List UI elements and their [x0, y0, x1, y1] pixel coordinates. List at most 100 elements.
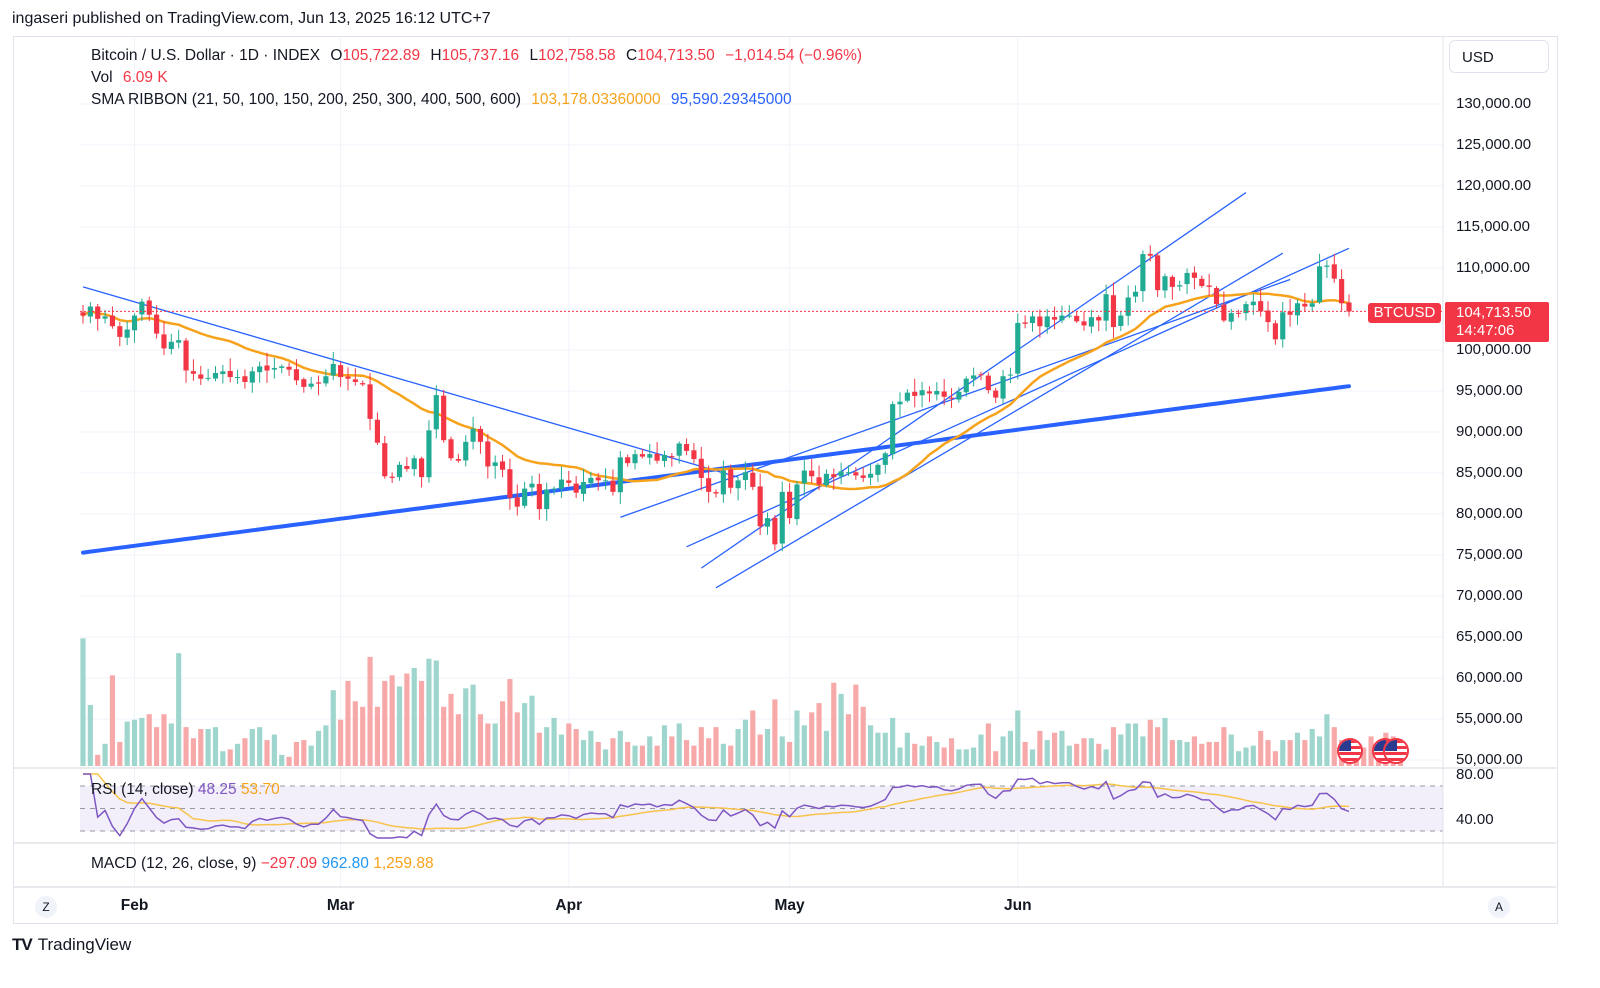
volume-bar: [492, 723, 498, 766]
volume-bar: [647, 736, 653, 766]
candle-body: [588, 477, 594, 484]
candle-body: [1265, 310, 1271, 323]
volume-value: 6.09 K: [122, 69, 168, 86]
candle-body: [374, 419, 380, 443]
volume-bar: [315, 730, 322, 766]
volume-bar: [485, 723, 491, 766]
volume-bar: [80, 638, 86, 766]
volume-bar: [558, 734, 565, 766]
tradingview-logo[interactable]: TV TradingView: [12, 935, 131, 955]
volume-bar: [286, 756, 292, 766]
volume-bar: [404, 673, 410, 766]
candle-body: [853, 472, 859, 476]
volume-bars: [80, 638, 1404, 766]
volume-bar: [772, 699, 778, 766]
us-flag-event-icon[interactable]: [1337, 738, 1363, 764]
volume-bar: [794, 710, 800, 766]
candle-body: [419, 458, 425, 478]
volume-bar: [1368, 736, 1374, 766]
price-tick-label: 95,000.00: [1456, 382, 1523, 399]
volume-bar: [661, 725, 668, 766]
volume-bar: [603, 749, 609, 766]
volume-bar: [522, 703, 528, 766]
candle-body: [1074, 315, 1080, 322]
volume-bar: [227, 749, 233, 766]
volume-bar: [1265, 740, 1271, 766]
pane-dividers: [14, 37, 1556, 888]
volume-bar: [183, 727, 189, 766]
candle-body: [1228, 313, 1234, 322]
candle-body: [117, 326, 123, 337]
candle-body: [367, 384, 373, 419]
volume-bar: [257, 727, 263, 766]
candle-body: [985, 375, 991, 391]
candle-body: [706, 478, 712, 492]
candle-body: [264, 365, 270, 371]
candle-body: [80, 312, 86, 316]
candle-body: [978, 374, 984, 376]
candle-body: [360, 383, 366, 385]
us-flag-event-icon[interactable]: [1383, 738, 1409, 764]
candle-body: [845, 472, 852, 474]
volume-bar: [728, 745, 734, 766]
volume-bar: [1022, 741, 1028, 766]
rsi-label: RSI (14, close): [91, 781, 194, 798]
volume-bar: [1132, 723, 1139, 766]
auto-scale-button[interactable]: A: [1488, 896, 1510, 918]
candle-body: [993, 390, 999, 398]
candle-body: [1147, 253, 1153, 256]
volume-bar: [477, 714, 484, 766]
candle-body: [831, 474, 837, 478]
trend-line: [82, 286, 739, 478]
rsi-ma-value: 53.70: [240, 781, 280, 798]
volume-bar: [764, 729, 771, 766]
volume-bar: [1316, 736, 1323, 766]
candle-body: [426, 430, 432, 478]
chart-frame: [13, 36, 1558, 924]
volume-bar: [131, 719, 138, 766]
candle-body: [212, 372, 219, 379]
candle-body: [566, 480, 572, 483]
volume-bar: [735, 729, 741, 766]
volume-bar: [1250, 745, 1256, 766]
candle-body: [926, 391, 933, 394]
high-key: H: [430, 47, 442, 64]
time-tick-label: Mar: [326, 897, 355, 914]
candle-body: [286, 366, 292, 370]
symbol-price-tag: BTCUSD: [1368, 303, 1441, 323]
volume-bar: [809, 712, 815, 766]
volume-bar: [691, 745, 697, 766]
candle-body: [102, 316, 108, 319]
currency-selector[interactable]: USD: [1449, 40, 1549, 73]
volume-bar: [588, 730, 594, 766]
candle-body: [1213, 288, 1220, 305]
auto-zoom-button[interactable]: Z: [35, 896, 57, 918]
candle-body: [441, 395, 447, 441]
volume-bar: [1287, 740, 1293, 766]
volume-bar: [242, 738, 248, 766]
candle-body: [1059, 315, 1065, 321]
low-value: 102,758.58: [538, 47, 616, 64]
volume-bar: [963, 749, 969, 766]
rsi-tick-label: 80.00: [1456, 765, 1494, 783]
candle-body: [492, 462, 498, 467]
volume-bar: [205, 729, 211, 766]
candle-body: [617, 457, 623, 493]
volume-bar: [787, 741, 793, 766]
candle-body: [683, 444, 690, 451]
volume-bar: [1184, 741, 1190, 766]
candle-body: [315, 382, 322, 384]
price-tick-label: 85,000.00: [1456, 464, 1523, 481]
volume-bar: [1140, 736, 1146, 766]
volume-bar: [507, 679, 513, 766]
volume-bar: [1309, 729, 1315, 766]
candles: [80, 245, 1352, 552]
candle-body: [1346, 302, 1352, 312]
trend-line: [715, 252, 1284, 589]
time-tick-label: Feb: [120, 897, 149, 914]
candle-body: [109, 315, 116, 327]
volume-bar: [433, 660, 439, 766]
tradingview-brand: TradingView: [37, 935, 132, 954]
candle-body: [1206, 285, 1212, 287]
